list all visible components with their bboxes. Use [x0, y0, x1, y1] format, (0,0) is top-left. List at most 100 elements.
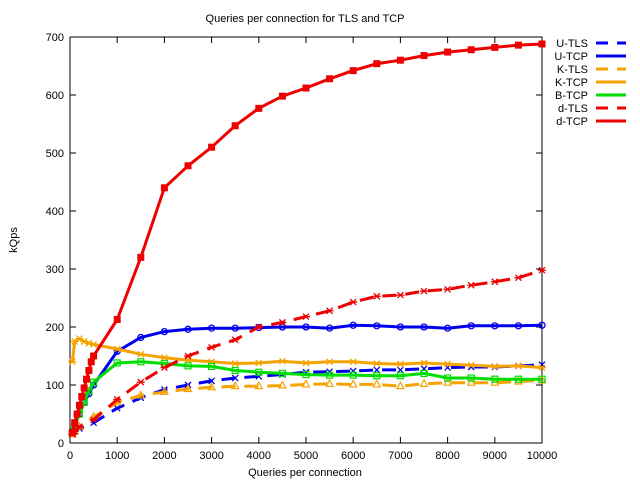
data-point: [231, 122, 239, 130]
y-tick-label: 700: [46, 32, 64, 44]
series-d-tls: [68, 266, 546, 438]
data-point: [302, 313, 310, 321]
y-tick-label: 100: [46, 380, 64, 392]
data-point: [160, 359, 168, 368]
data-point: [349, 321, 357, 329]
data-point: [325, 358, 334, 366]
data-point: [372, 292, 381, 300]
data-point: [78, 393, 86, 401]
data-point: [73, 410, 81, 418]
data-point: [326, 371, 334, 379]
data-point: [420, 369, 428, 377]
y-tick-label: 500: [46, 148, 64, 160]
data-point: [184, 352, 192, 360]
data-point: [254, 323, 263, 331]
data-point: [396, 360, 405, 368]
y-tick-label: 0: [58, 438, 64, 450]
data-point: [326, 75, 334, 83]
data-point: [75, 401, 83, 409]
data-point: [349, 358, 358, 366]
data-point: [231, 336, 240, 344]
x-tick-label: 5000: [294, 450, 318, 462]
data-point: [443, 360, 452, 368]
data-point: [514, 362, 523, 370]
data-point: [136, 350, 145, 358]
data-point: [113, 404, 121, 412]
data-point: [277, 380, 287, 389]
legend-label: K-TLS: [557, 64, 588, 76]
data-point: [373, 60, 381, 68]
data-point: [349, 371, 357, 379]
data-point: [349, 367, 357, 375]
data-point: [160, 184, 168, 192]
data-point: [444, 48, 452, 56]
data-point: [443, 285, 452, 293]
data-point: [255, 372, 263, 380]
data-point: [255, 368, 263, 376]
data-point: [491, 322, 499, 330]
series-line: [70, 360, 542, 434]
data-point: [208, 362, 216, 371]
x-tick-label: 6000: [341, 450, 365, 462]
data-point: [467, 322, 475, 330]
data-point: [467, 46, 475, 54]
data-point: [208, 377, 216, 385]
data-point: [538, 321, 546, 329]
data-point: [113, 396, 122, 403]
data-point: [160, 327, 169, 336]
data-point: [75, 335, 84, 343]
axis-ticks: 0 1000 2000 3000 4000 5000 6000 7000 8000 9000 100…: [46, 32, 558, 462]
data-point: [514, 322, 523, 330]
data-point: [419, 378, 429, 387]
data-point: [513, 376, 523, 385]
data-point: [467, 281, 476, 289]
data-point: [255, 104, 263, 112]
data-point: [184, 325, 192, 333]
data-point: [208, 143, 216, 151]
data-point: [490, 362, 499, 370]
data-point: [396, 323, 405, 331]
data-point: [396, 366, 404, 374]
series-u-tls: [68, 361, 546, 438]
data-point: [491, 43, 499, 51]
series-line: [71, 378, 543, 436]
legend-label: U-TCP: [554, 51, 588, 63]
data-point: [348, 379, 358, 388]
x-tick-label: 8000: [435, 450, 459, 462]
data-point: [325, 307, 334, 315]
legend-label: d-TLS: [558, 103, 588, 115]
data-point: [159, 386, 169, 396]
x-tick-label: 3000: [199, 450, 223, 462]
data-point: [278, 92, 286, 100]
y-axis-label: kQps: [8, 227, 20, 253]
x-tick-label: 9000: [483, 450, 507, 462]
chart-title: Queries per connection for TLS and TCP: [206, 13, 405, 25]
data-point: [373, 366, 381, 374]
data-point: [514, 41, 522, 49]
data-point: [302, 359, 310, 367]
data-point: [230, 380, 240, 390]
data-point: [514, 375, 523, 383]
data-point: [420, 323, 428, 331]
data-point: [372, 360, 381, 367]
data-point: [231, 324, 239, 332]
data-point: [68, 358, 77, 366]
data-point: [443, 377, 453, 386]
data-point: [207, 324, 216, 332]
data-point: [184, 162, 192, 170]
data-point: [83, 375, 91, 383]
data-point: [302, 323, 310, 331]
data-point: [538, 40, 546, 48]
data-point: [207, 382, 217, 391]
data-point: [444, 374, 452, 382]
data-point: [302, 370, 310, 379]
x-tick-label: 1000: [105, 450, 129, 462]
data-point: [395, 380, 405, 390]
data-point: [68, 429, 76, 437]
legend-label: d-TCP: [556, 116, 588, 128]
data-point: [372, 379, 382, 388]
data-point: [90, 352, 98, 360]
x-tick-label: 7000: [388, 450, 412, 462]
data-point: [254, 359, 263, 367]
